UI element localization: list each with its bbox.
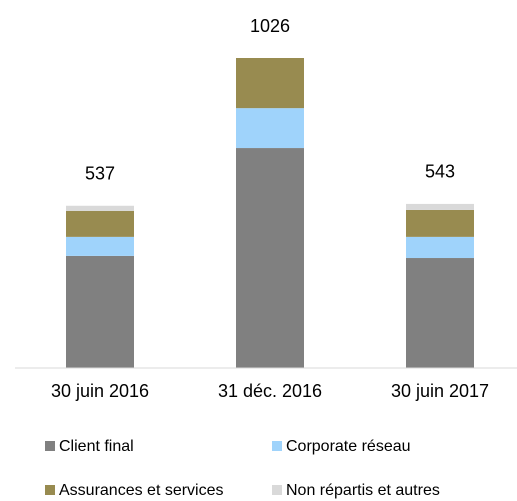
- bar-segment: [406, 203, 474, 210]
- legend-label: Assurances et services: [59, 482, 224, 499]
- legend-label: Corporate réseau: [286, 438, 411, 455]
- bar-segment: [66, 205, 134, 211]
- bar-segment: [236, 108, 304, 149]
- legend-swatch: [45, 485, 55, 495]
- bar-segment: [66, 210, 134, 237]
- bar-segment: [406, 258, 474, 368]
- bar-segment: [236, 58, 304, 109]
- bar-segment: [406, 236, 474, 259]
- legend-swatch: [272, 485, 282, 495]
- legend-swatch: [272, 441, 282, 451]
- bar-segment: [66, 236, 134, 256]
- x-tick-label: 31 déc. 2016: [218, 381, 322, 401]
- bar-segment: [66, 255, 134, 368]
- bar-segment: [406, 209, 474, 237]
- legend-label: Client final: [59, 438, 134, 455]
- x-tick-label: 30 juin 2017: [391, 381, 489, 401]
- total-label: 1026: [250, 16, 290, 36]
- x-tick-label: 30 juin 2016: [51, 381, 149, 401]
- legend-label: Non répartis et autres: [286, 482, 440, 499]
- total-label: 543: [425, 162, 455, 182]
- total-label: 537: [85, 163, 115, 183]
- legend-swatch: [45, 441, 55, 451]
- bar-segment: [236, 148, 304, 368]
